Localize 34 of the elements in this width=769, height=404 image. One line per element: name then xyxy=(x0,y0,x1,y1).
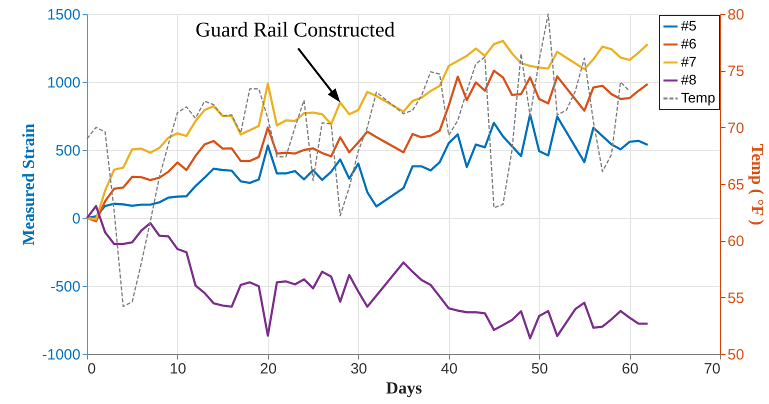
y-tick-label: -1000 xyxy=(42,346,80,364)
y2-axis-title: Temp ( °F ) xyxy=(748,144,768,226)
y2-tick-label: 70 xyxy=(728,120,744,137)
legend-label: #7 xyxy=(681,54,697,70)
y2-tick-label: 65 xyxy=(728,176,744,194)
x-tick-label: 40 xyxy=(440,360,458,378)
x-tick-label: 70 xyxy=(704,360,720,378)
line-series xyxy=(86,13,630,308)
y-tick-label: 1000 xyxy=(47,74,80,92)
y-tick-label: 500 xyxy=(55,142,80,160)
line-series xyxy=(86,70,649,222)
y2-tick-label: 75 xyxy=(728,63,744,80)
y-tick-label: 0 xyxy=(72,210,80,228)
legend-label: #8 xyxy=(681,72,697,88)
x-axis-title: Days xyxy=(386,378,422,398)
x-tick-label: 50 xyxy=(531,360,548,378)
x-tick-label: 20 xyxy=(260,360,277,378)
line-series xyxy=(86,40,649,220)
y2-tick-label: 80 xyxy=(728,6,744,24)
legend-label: #6 xyxy=(681,36,697,52)
annotation: Guard Rail Constructed xyxy=(195,17,396,42)
line-series xyxy=(86,204,649,340)
y2-tick-label: 60 xyxy=(728,233,744,250)
legend-label: #5 xyxy=(681,18,697,34)
y-tick-label: -500 xyxy=(50,278,80,296)
y2-tick-label: 55 xyxy=(728,290,744,307)
x-tick-label: 0 xyxy=(88,360,96,378)
y2-tick-label: 50 xyxy=(728,346,744,364)
x-tick-label: 60 xyxy=(622,360,638,378)
x-tick-label: 30 xyxy=(350,360,368,378)
legend-label: Temp xyxy=(681,90,716,106)
x-tick-label: 10 xyxy=(170,360,186,378)
y-tick-label: 1500 xyxy=(47,6,80,24)
y-axis-title: Measured Strain xyxy=(19,122,38,246)
